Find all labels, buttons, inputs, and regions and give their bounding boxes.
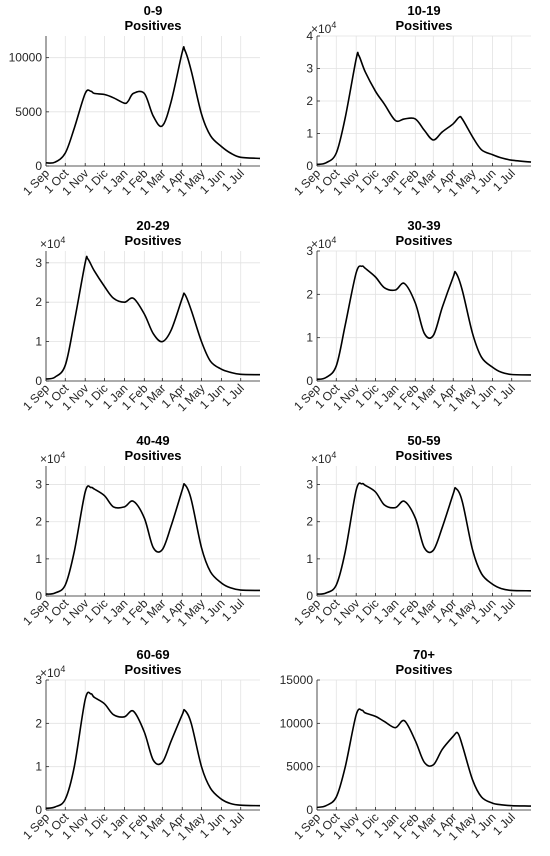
y-tick-label: 2 [306,94,313,108]
x-tick-label: 1 Jul [490,810,518,838]
y-tick-label: 1 [306,552,313,566]
y-tick-label: 2 [306,515,313,529]
y-tick-label: 1 [306,331,313,345]
y-exponent-label: ×104 [40,235,65,251]
x-tick-label: 1 Jul [490,166,518,194]
y-tick-label: 1 [306,127,313,141]
y-tick-label: 3 [35,256,42,270]
y-exponent-label: ×104 [311,235,336,251]
y-tick-label: 15000 [280,673,314,687]
x-tick-label: 1 Jul [219,810,247,838]
series-line [317,266,531,379]
series-line [46,256,260,379]
y-exponent-label: ×104 [311,20,336,36]
y-tick-label: 3 [35,478,42,492]
chart-subtitle: Positives [124,18,181,33]
y-tick-label: 1 [35,552,42,566]
y-tick-label: 2 [306,287,313,301]
series-line [317,709,531,807]
y-tick-label: 3 [306,62,313,76]
chart-title: 40-49 [136,433,169,448]
y-tick-label: 2 [35,295,42,309]
y-tick-label: 3 [306,478,313,492]
series-line [317,483,531,594]
chart-subtitle: Positives [124,448,181,463]
chart-title: 70+ [413,647,435,662]
y-tick-label: 1 [35,335,42,349]
chart-subtitle: Positives [395,18,452,33]
chart-title: 0-9 [144,3,163,18]
y-tick-label: 2 [35,515,42,529]
chart-title: 10-19 [407,3,440,18]
chart-title: 50-59 [407,433,440,448]
series-line [46,692,260,808]
y-tick-label: 2 [35,716,42,730]
series-line [46,484,260,594]
series-line [46,47,260,163]
y-tick-label: 1 [35,760,42,774]
y-tick-label: 10000 [280,716,314,730]
x-tick-label: 1 Jul [219,596,247,624]
chart-title: 30-39 [407,218,440,233]
chart-title: 20-29 [136,218,169,233]
chart-subtitle: Positives [395,233,452,248]
chart-title: 60-69 [136,647,169,662]
y-exponent-label: ×104 [40,450,65,466]
y-tick-label: 5000 [15,105,42,119]
chart-subtitle: Positives [395,662,452,677]
series-line [317,52,531,164]
x-tick-label: 1 Jul [490,381,518,409]
x-tick-label: 1 Jul [490,596,518,624]
chart-subtitle: Positives [124,233,181,248]
y-exponent-label: ×104 [40,664,65,680]
x-tick-label: 1 Jul [219,166,247,194]
chart-subtitle: Positives [395,448,452,463]
y-tick-label: 10000 [9,51,43,65]
y-tick-label: 5000 [286,760,313,774]
x-tick-label: 1 Jul [219,381,247,409]
chart-subtitle: Positives [124,662,181,677]
y-exponent-label: ×104 [311,450,336,466]
